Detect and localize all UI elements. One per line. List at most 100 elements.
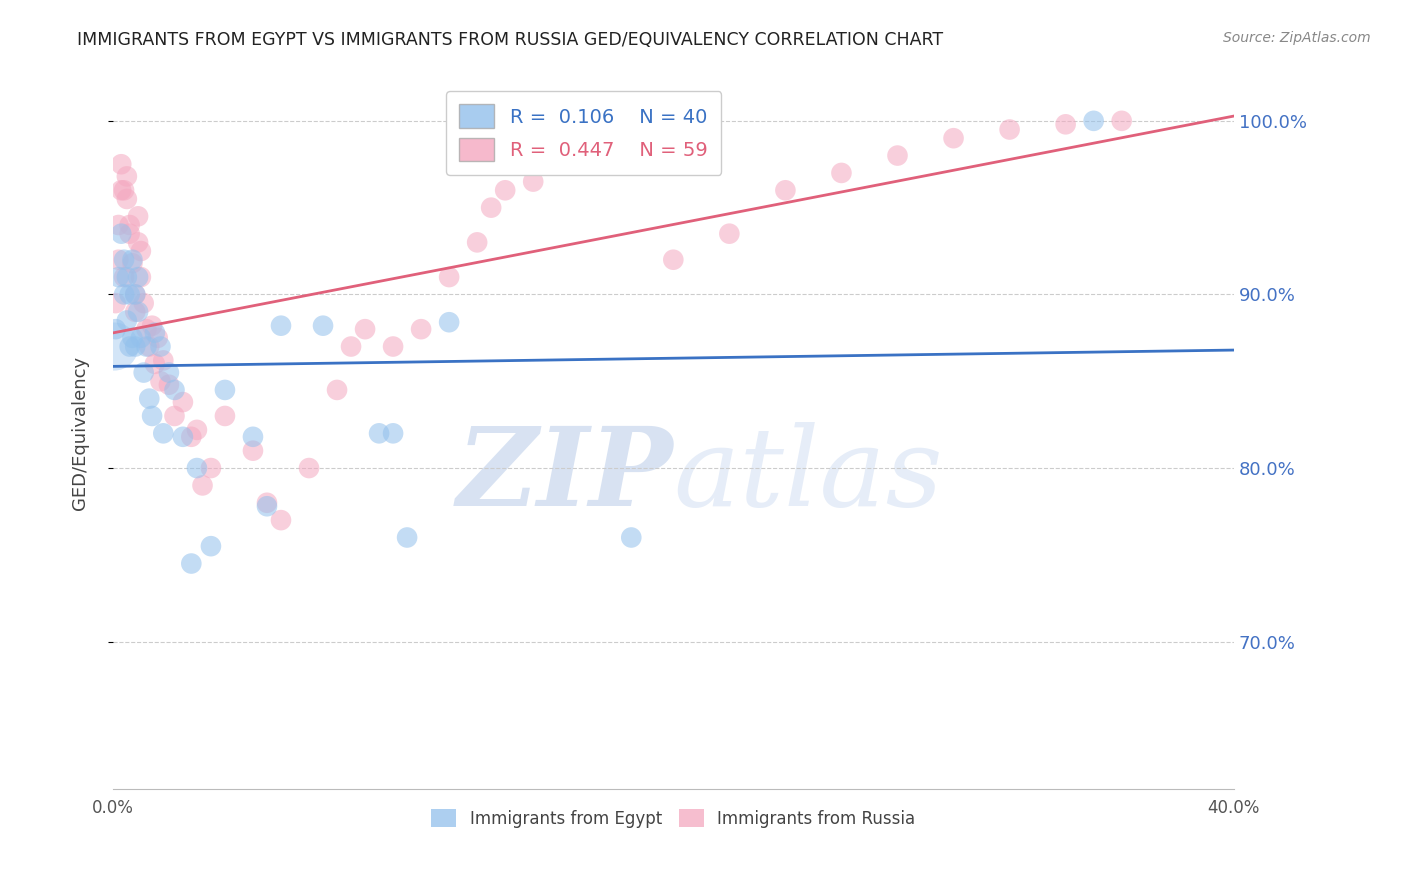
Point <box>146 331 169 345</box>
Point <box>200 539 222 553</box>
Point <box>127 235 149 250</box>
Point <box>152 353 174 368</box>
Point <box>135 339 157 353</box>
Point <box>149 339 172 353</box>
Point <box>494 183 516 197</box>
Point <box>129 270 152 285</box>
Point <box>298 461 321 475</box>
Y-axis label: GED/Equivalency: GED/Equivalency <box>72 356 89 510</box>
Legend: Immigrants from Egypt, Immigrants from Russia: Immigrants from Egypt, Immigrants from R… <box>425 803 922 834</box>
Point <box>110 157 132 171</box>
Point <box>149 374 172 388</box>
Point <box>115 270 138 285</box>
Point <box>437 270 460 285</box>
Point <box>121 252 143 267</box>
Point <box>152 426 174 441</box>
Point <box>112 252 135 267</box>
Point <box>107 218 129 232</box>
Point <box>256 496 278 510</box>
Point <box>522 175 544 189</box>
Point <box>132 366 155 380</box>
Point <box>110 183 132 197</box>
Point <box>382 426 405 441</box>
Point <box>132 296 155 310</box>
Point <box>107 270 129 285</box>
Point <box>550 157 572 171</box>
Point <box>115 169 138 184</box>
Point <box>138 392 160 406</box>
Point <box>592 140 614 154</box>
Point <box>141 409 163 423</box>
Point <box>186 461 208 475</box>
Point <box>775 183 797 197</box>
Point <box>180 557 202 571</box>
Point <box>104 296 127 310</box>
Point <box>479 201 502 215</box>
Point <box>118 287 141 301</box>
Point <box>396 531 419 545</box>
Point <box>129 331 152 345</box>
Point <box>998 122 1021 136</box>
Point <box>242 443 264 458</box>
Text: atlas: atlas <box>673 422 943 530</box>
Point <box>124 287 146 301</box>
Point <box>129 244 152 258</box>
Point <box>118 227 141 241</box>
Point <box>942 131 965 145</box>
Point <box>103 339 125 353</box>
Point <box>104 322 127 336</box>
Point <box>118 218 141 232</box>
Point <box>886 148 908 162</box>
Point <box>115 313 138 327</box>
Point <box>326 383 349 397</box>
Point <box>830 166 852 180</box>
Point <box>312 318 335 333</box>
Point <box>163 383 186 397</box>
Point <box>143 326 166 340</box>
Point <box>157 377 180 392</box>
Point <box>191 478 214 492</box>
Point <box>270 318 292 333</box>
Point <box>127 270 149 285</box>
Point <box>200 461 222 475</box>
Point <box>163 409 186 423</box>
Point <box>127 305 149 319</box>
Point <box>110 227 132 241</box>
Point <box>214 409 236 423</box>
Text: Source: ZipAtlas.com: Source: ZipAtlas.com <box>1223 31 1371 45</box>
Point <box>620 531 643 545</box>
Text: IMMIGRANTS FROM EGYPT VS IMMIGRANTS FROM RUSSIA GED/EQUIVALENCY CORRELATION CHAR: IMMIGRANTS FROM EGYPT VS IMMIGRANTS FROM… <box>77 31 943 49</box>
Point <box>127 210 149 224</box>
Point <box>124 305 146 319</box>
Text: ZIP: ZIP <box>457 422 673 530</box>
Point <box>115 192 138 206</box>
Point <box>141 318 163 333</box>
Point <box>256 500 278 514</box>
Point <box>143 357 166 371</box>
Point <box>1054 117 1077 131</box>
Point <box>118 339 141 353</box>
Point <box>121 256 143 270</box>
Point <box>662 252 685 267</box>
Point <box>157 366 180 380</box>
Point <box>368 426 391 441</box>
Point <box>214 383 236 397</box>
Point <box>340 339 363 353</box>
Point <box>172 395 194 409</box>
Point <box>270 513 292 527</box>
Point <box>135 322 157 336</box>
Point <box>172 430 194 444</box>
Point <box>124 287 146 301</box>
Point <box>112 183 135 197</box>
Point <box>107 252 129 267</box>
Point <box>186 423 208 437</box>
Point <box>1083 113 1105 128</box>
Point <box>112 270 135 285</box>
Point <box>124 339 146 353</box>
Point <box>411 322 433 336</box>
Point <box>465 235 488 250</box>
Point <box>138 339 160 353</box>
Point <box>242 430 264 444</box>
Point <box>180 430 202 444</box>
Point <box>718 227 741 241</box>
